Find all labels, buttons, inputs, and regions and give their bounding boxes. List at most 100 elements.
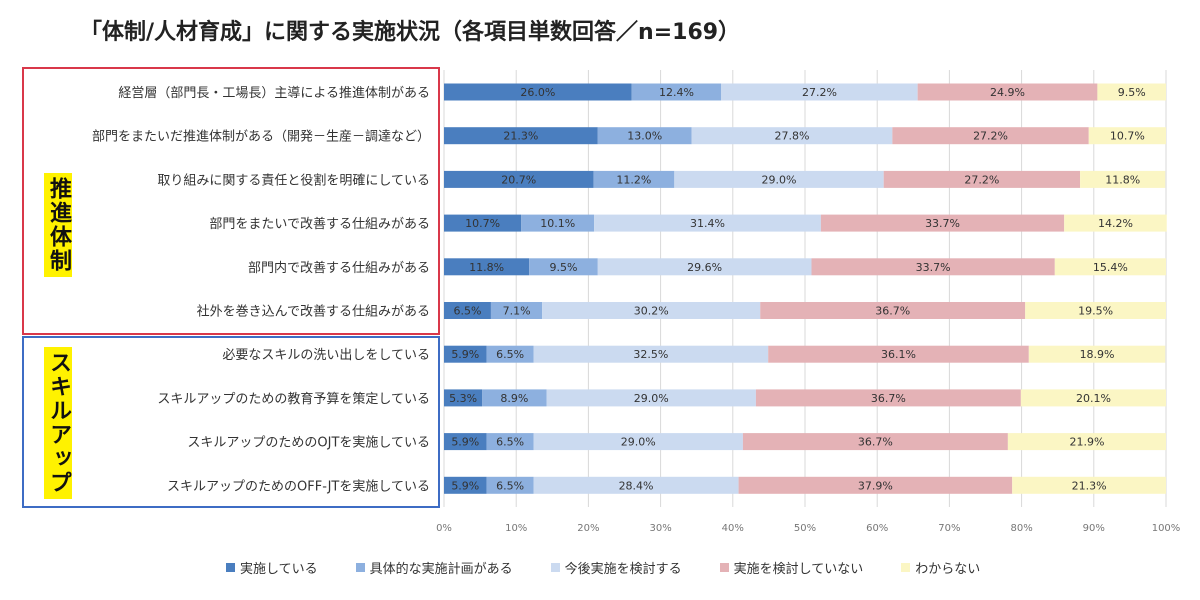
data-label: 6.5%: [453, 305, 481, 318]
data-label: 21.9%: [1069, 436, 1104, 449]
legend-swatch: [355, 563, 365, 572]
bar-segment: [768, 345, 1029, 363]
data-label: 21.3%: [1072, 479, 1107, 492]
legend-item: 実施している: [226, 558, 318, 577]
x-tick-label: 40%: [722, 523, 744, 534]
data-label: 36.7%: [858, 436, 893, 449]
x-tick-label: 100%: [1152, 523, 1181, 534]
bar-segment: [593, 170, 675, 188]
x-tick-label: 0%: [436, 523, 452, 534]
data-label: 30.2%: [634, 305, 669, 318]
bar-segment: [486, 345, 534, 363]
x-tick-label: 60%: [866, 523, 888, 534]
data-label: 27.2%: [802, 86, 837, 99]
bar-segment: [529, 258, 598, 276]
bar-segment: [1012, 476, 1166, 494]
legend-swatch: [901, 563, 911, 572]
data-label: 20.7%: [501, 173, 536, 186]
bar-segment: [1080, 170, 1166, 188]
data-label: 9.5%: [1118, 86, 1146, 99]
legend-item: 具体的な実施計画がある: [355, 558, 513, 577]
legend-swatch: [550, 563, 560, 572]
bar-segment: [444, 389, 483, 407]
data-label: 8.9%: [500, 392, 528, 405]
data-label: 10.7%: [465, 217, 500, 230]
group-label-promotion: 推進体制: [44, 173, 72, 277]
data-label: 32.5%: [633, 348, 668, 361]
bar-segment: [917, 83, 1098, 101]
group-box-promotion: [22, 67, 440, 335]
x-tick-label: 90%: [1083, 523, 1105, 534]
legend: 実施している 具体的な実施計画がある 今後実施を検討する 実施を検討していない わからな…: [226, 558, 1018, 577]
group-label-skillup: スキルアップ: [44, 347, 72, 499]
data-label: 5.9%: [451, 479, 479, 492]
data-label: 11.2%: [616, 173, 651, 186]
data-label: 5.3%: [449, 392, 477, 405]
category-label: 取り組みに関する責任と役割を明確にしている: [157, 172, 430, 188]
data-label: 21.3%: [503, 130, 538, 143]
bar-segment: [1020, 389, 1166, 407]
category-label: スキルアップのための教育予算を策定している: [157, 391, 430, 407]
bar-segment: [883, 170, 1081, 188]
x-tick-label: 80%: [1010, 523, 1032, 534]
category-label: 部門をまたいで改善する仕組みがある: [209, 216, 430, 232]
bar-segment: [486, 433, 534, 451]
legend-swatch: [226, 563, 235, 572]
bar-segment: [1025, 302, 1166, 319]
chart-title: 「体制/人材育成」に関する実施状況（各項目単数回答／n=169）: [80, 20, 741, 45]
legend-label: わからない: [915, 562, 981, 577]
bar-segment: [521, 214, 595, 232]
data-label: 29.0%: [762, 173, 797, 186]
bar-segment: [760, 302, 1026, 319]
legend-label: 今後実施を検討する: [564, 562, 682, 577]
category-label: 必要なスキルの洗い出しをしている: [222, 348, 430, 363]
data-label: 6.5%: [496, 436, 524, 449]
category-label: スキルアップのためのOJTを実施している: [187, 435, 430, 451]
data-label: 5.9%: [451, 348, 479, 361]
bar-segment: [486, 476, 534, 494]
data-label: 9.5%: [550, 261, 578, 274]
bar-segment: [755, 389, 1021, 407]
data-label: 11.8%: [469, 261, 504, 274]
data-label: 33.7%: [925, 217, 960, 230]
data-label: 19.5%: [1078, 305, 1113, 318]
bar-segment: [444, 214, 522, 232]
data-label: 31.4%: [690, 217, 725, 230]
data-label: 36.7%: [871, 392, 906, 405]
bar-segment: [444, 83, 632, 101]
bar-segment: [444, 433, 487, 451]
bar-segment: [482, 389, 547, 407]
data-label: 26.0%: [520, 86, 555, 99]
bar-segment: [1064, 214, 1167, 232]
data-label: 10.1%: [540, 217, 575, 230]
data-label: 14.2%: [1098, 217, 1133, 230]
x-tick-label: 50%: [794, 523, 816, 534]
legend-item: 今後実施を検討する: [550, 558, 682, 577]
legend-item: わからない: [901, 558, 980, 577]
x-tick-label: 30%: [649, 523, 671, 534]
bar-segment: [546, 389, 756, 407]
legend-item: 実施を検討していない: [719, 558, 864, 577]
data-label: 33.7%: [916, 261, 951, 274]
data-label: 7.1%: [503, 305, 531, 318]
category-label: 部門内で改善する仕組みがある: [248, 260, 430, 276]
data-label: 20.1%: [1076, 392, 1111, 405]
x-tick-label: 70%: [938, 523, 960, 534]
bar-segment: [444, 476, 487, 494]
bar-segment: [444, 258, 530, 276]
bar-segment: [597, 127, 692, 145]
data-label: 27.2%: [964, 173, 999, 186]
bar-segment: [444, 302, 491, 319]
data-label: 12.4%: [659, 86, 694, 99]
data-label: 29.6%: [687, 261, 722, 274]
data-label: 24.9%: [990, 86, 1025, 99]
data-label: 27.8%: [775, 130, 810, 143]
bar-segment: [691, 127, 893, 145]
bar-segment: [892, 127, 1089, 145]
legend-label: 実施している: [240, 562, 318, 577]
data-label: 11.8%: [1105, 173, 1140, 186]
category-label: スキルアップのためのOFF-JTを実施している: [167, 478, 430, 494]
bar-segment: [490, 302, 543, 319]
legend-label: 実施を検討していない: [733, 562, 864, 577]
data-label: 10.7%: [1110, 130, 1145, 143]
